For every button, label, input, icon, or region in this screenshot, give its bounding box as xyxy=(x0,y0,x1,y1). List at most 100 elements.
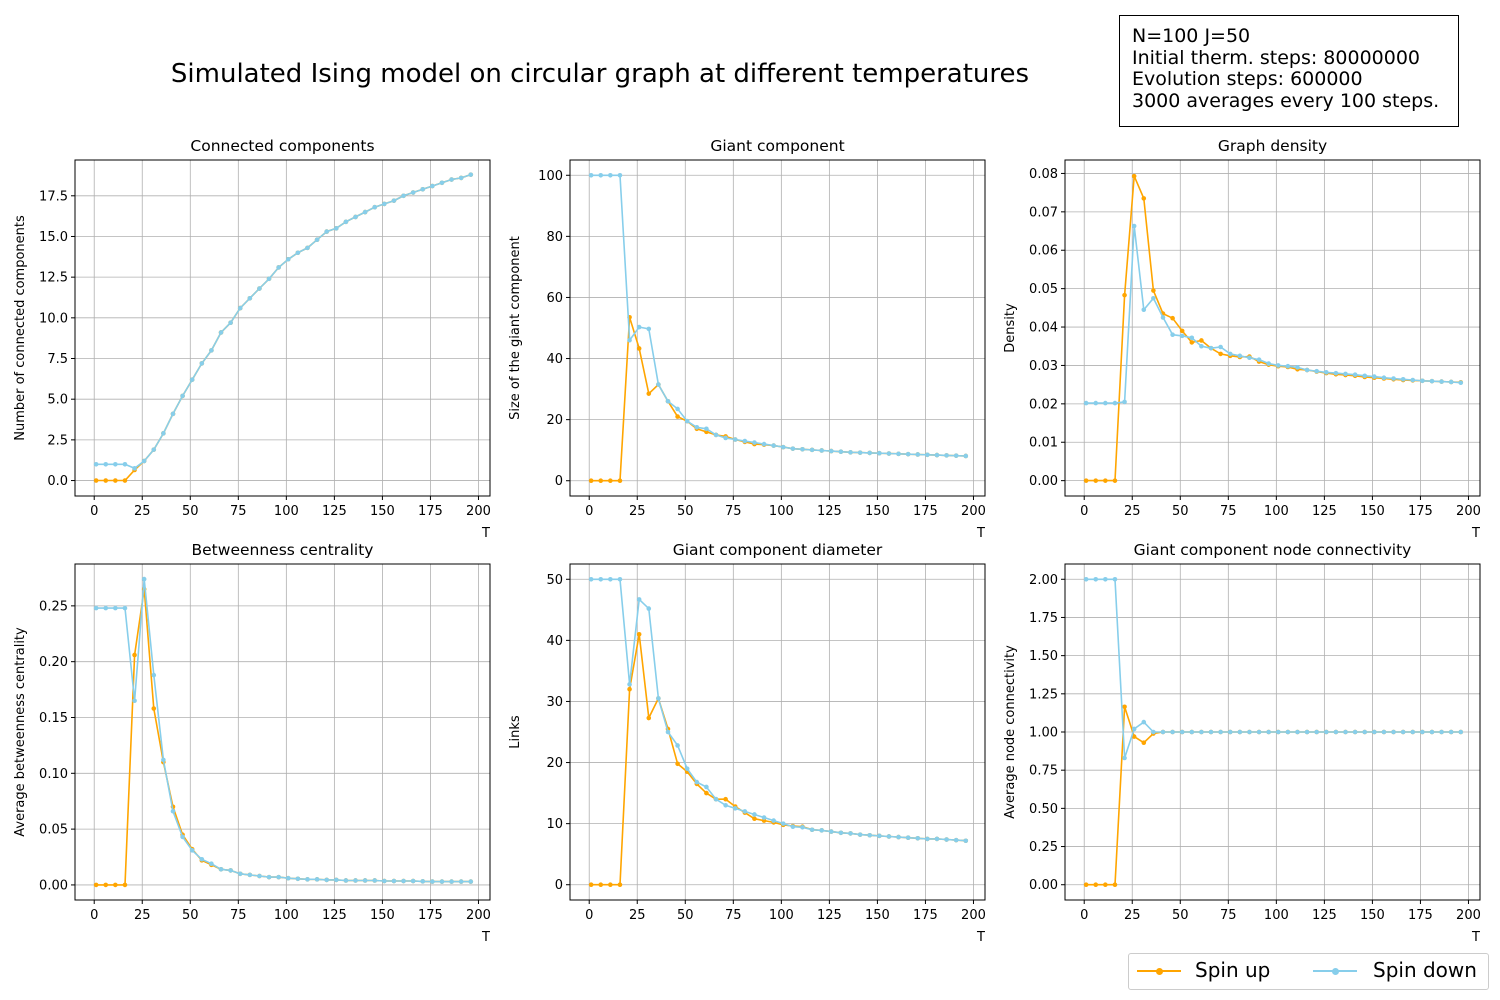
data-point-spin-down xyxy=(295,876,301,882)
data-point-spin-down xyxy=(401,878,406,884)
data-point-spin-up xyxy=(1112,882,1118,888)
data-point-spin-down xyxy=(1189,729,1195,735)
data-point-spin-up xyxy=(752,816,757,822)
data-point-spin-down xyxy=(430,183,435,189)
x-tick-label: 200 xyxy=(961,504,986,519)
data-point-spin-down xyxy=(1372,374,1377,379)
data-point-spin-down xyxy=(1420,378,1425,384)
data-point-spin-down xyxy=(1083,576,1089,582)
x-tick-label: 50 xyxy=(1172,908,1189,923)
data-point-spin-down xyxy=(915,835,921,841)
data-point-spin-down xyxy=(732,437,738,442)
data-point-spin-down xyxy=(1131,726,1137,732)
data-point-spin-down xyxy=(684,766,690,771)
data-point-spin-down xyxy=(305,245,310,251)
data-point-spin-down xyxy=(1372,729,1377,735)
x-tick-label: 0 xyxy=(1080,908,1088,923)
data-point-spin-down xyxy=(905,835,911,840)
data-point-spin-down xyxy=(1083,400,1089,406)
data-point-spin-down xyxy=(1247,729,1252,735)
data-point-spin-up xyxy=(617,882,623,888)
data-point-spin-down xyxy=(627,682,632,687)
y-tick-label: 20 xyxy=(546,413,563,428)
series-line-spin-down xyxy=(1086,578,1461,759)
data-point-spin-up xyxy=(1141,196,1147,201)
data-point-spin-up xyxy=(646,391,652,396)
chart-title: Giant component xyxy=(710,137,844,155)
data-point-spin-down xyxy=(362,209,368,215)
data-point-spin-down xyxy=(305,877,310,882)
data-point-spin-down xyxy=(1237,353,1243,359)
data-point-spin-down xyxy=(1112,400,1118,406)
x-axis-label: T xyxy=(1471,930,1480,945)
x-tick-label: 50 xyxy=(1172,504,1189,519)
x-tick-label: 175 xyxy=(1408,504,1433,519)
data-point-spin-down xyxy=(857,832,863,837)
data-point-spin-down xyxy=(675,743,680,748)
series-line-spin-down xyxy=(591,578,966,842)
data-point-spin-down xyxy=(1275,363,1281,368)
data-point-spin-down xyxy=(915,452,921,457)
data-point-spin-down xyxy=(228,320,233,326)
data-point-spin-down xyxy=(1323,370,1329,375)
data-point-spin-up xyxy=(1103,478,1108,483)
data-point-spin-down xyxy=(1458,729,1464,735)
data-point-spin-down xyxy=(857,450,863,455)
data-point-spin-up xyxy=(1141,740,1147,745)
data-point-spin-down xyxy=(771,818,776,823)
data-point-spin-down xyxy=(944,453,949,458)
data-point-spin-down xyxy=(372,878,378,883)
data-point-spin-down xyxy=(896,834,901,840)
x-tick-label: 100 xyxy=(769,504,794,519)
data-point-spin-down xyxy=(458,175,464,181)
x-axis-label: T xyxy=(481,930,490,945)
data-point-spin-down xyxy=(362,878,368,883)
data-point-spin-down xyxy=(141,576,147,582)
data-point-spin-down xyxy=(809,447,815,453)
data-point-spin-down xyxy=(828,829,834,834)
data-point-spin-down xyxy=(1448,379,1454,385)
x-tick-label: 100 xyxy=(1264,504,1289,519)
x-tick-label: 100 xyxy=(769,908,794,923)
y-tick-label: 2.5 xyxy=(47,433,68,448)
data-point-spin-down xyxy=(684,418,690,424)
data-point-spin-down xyxy=(896,451,901,457)
data-point-spin-down xyxy=(953,453,959,458)
data-point-spin-down xyxy=(458,879,464,884)
data-point-spin-down xyxy=(382,201,387,207)
data-point-spin-down xyxy=(1227,729,1233,735)
data-point-spin-down xyxy=(819,828,824,833)
x-tick-label: 100 xyxy=(274,908,299,923)
data-point-spin-up xyxy=(1093,478,1099,483)
data-point-spin-down xyxy=(1103,576,1108,582)
data-point-spin-down xyxy=(828,448,834,454)
y-tick-label: 80 xyxy=(546,230,563,245)
data-point-spin-down xyxy=(1429,729,1435,735)
data-point-spin-up xyxy=(636,631,642,637)
x-tick-label: 150 xyxy=(370,504,395,519)
data-point-spin-down xyxy=(1199,729,1204,735)
data-point-spin-down xyxy=(1160,729,1166,735)
data-point-spin-down xyxy=(752,440,757,445)
data-point-spin-down xyxy=(848,831,853,836)
data-point-spin-up xyxy=(103,478,109,483)
data-point-spin-down xyxy=(170,808,176,814)
data-point-spin-down xyxy=(1429,378,1435,384)
x-tick-label: 150 xyxy=(1360,504,1385,519)
x-tick-label: 50 xyxy=(677,908,694,923)
data-point-spin-down xyxy=(1112,576,1118,582)
data-point-spin-down xyxy=(1179,729,1185,735)
data-point-spin-up xyxy=(93,882,99,888)
y-tick-label: 0.08 xyxy=(1029,167,1058,182)
plot-frame xyxy=(569,563,986,901)
y-axis-label: Links xyxy=(508,715,523,749)
data-point-spin-down xyxy=(1141,719,1147,725)
x-axis-label: T xyxy=(976,526,985,541)
y-tick-label: 30 xyxy=(546,695,563,710)
data-point-spin-down xyxy=(1400,729,1406,735)
data-point-spin-down xyxy=(963,453,969,459)
data-point-spin-down xyxy=(151,672,157,678)
y-tick-label: 0.05 xyxy=(39,823,68,838)
y-tick-label: 0.15 xyxy=(39,711,68,726)
